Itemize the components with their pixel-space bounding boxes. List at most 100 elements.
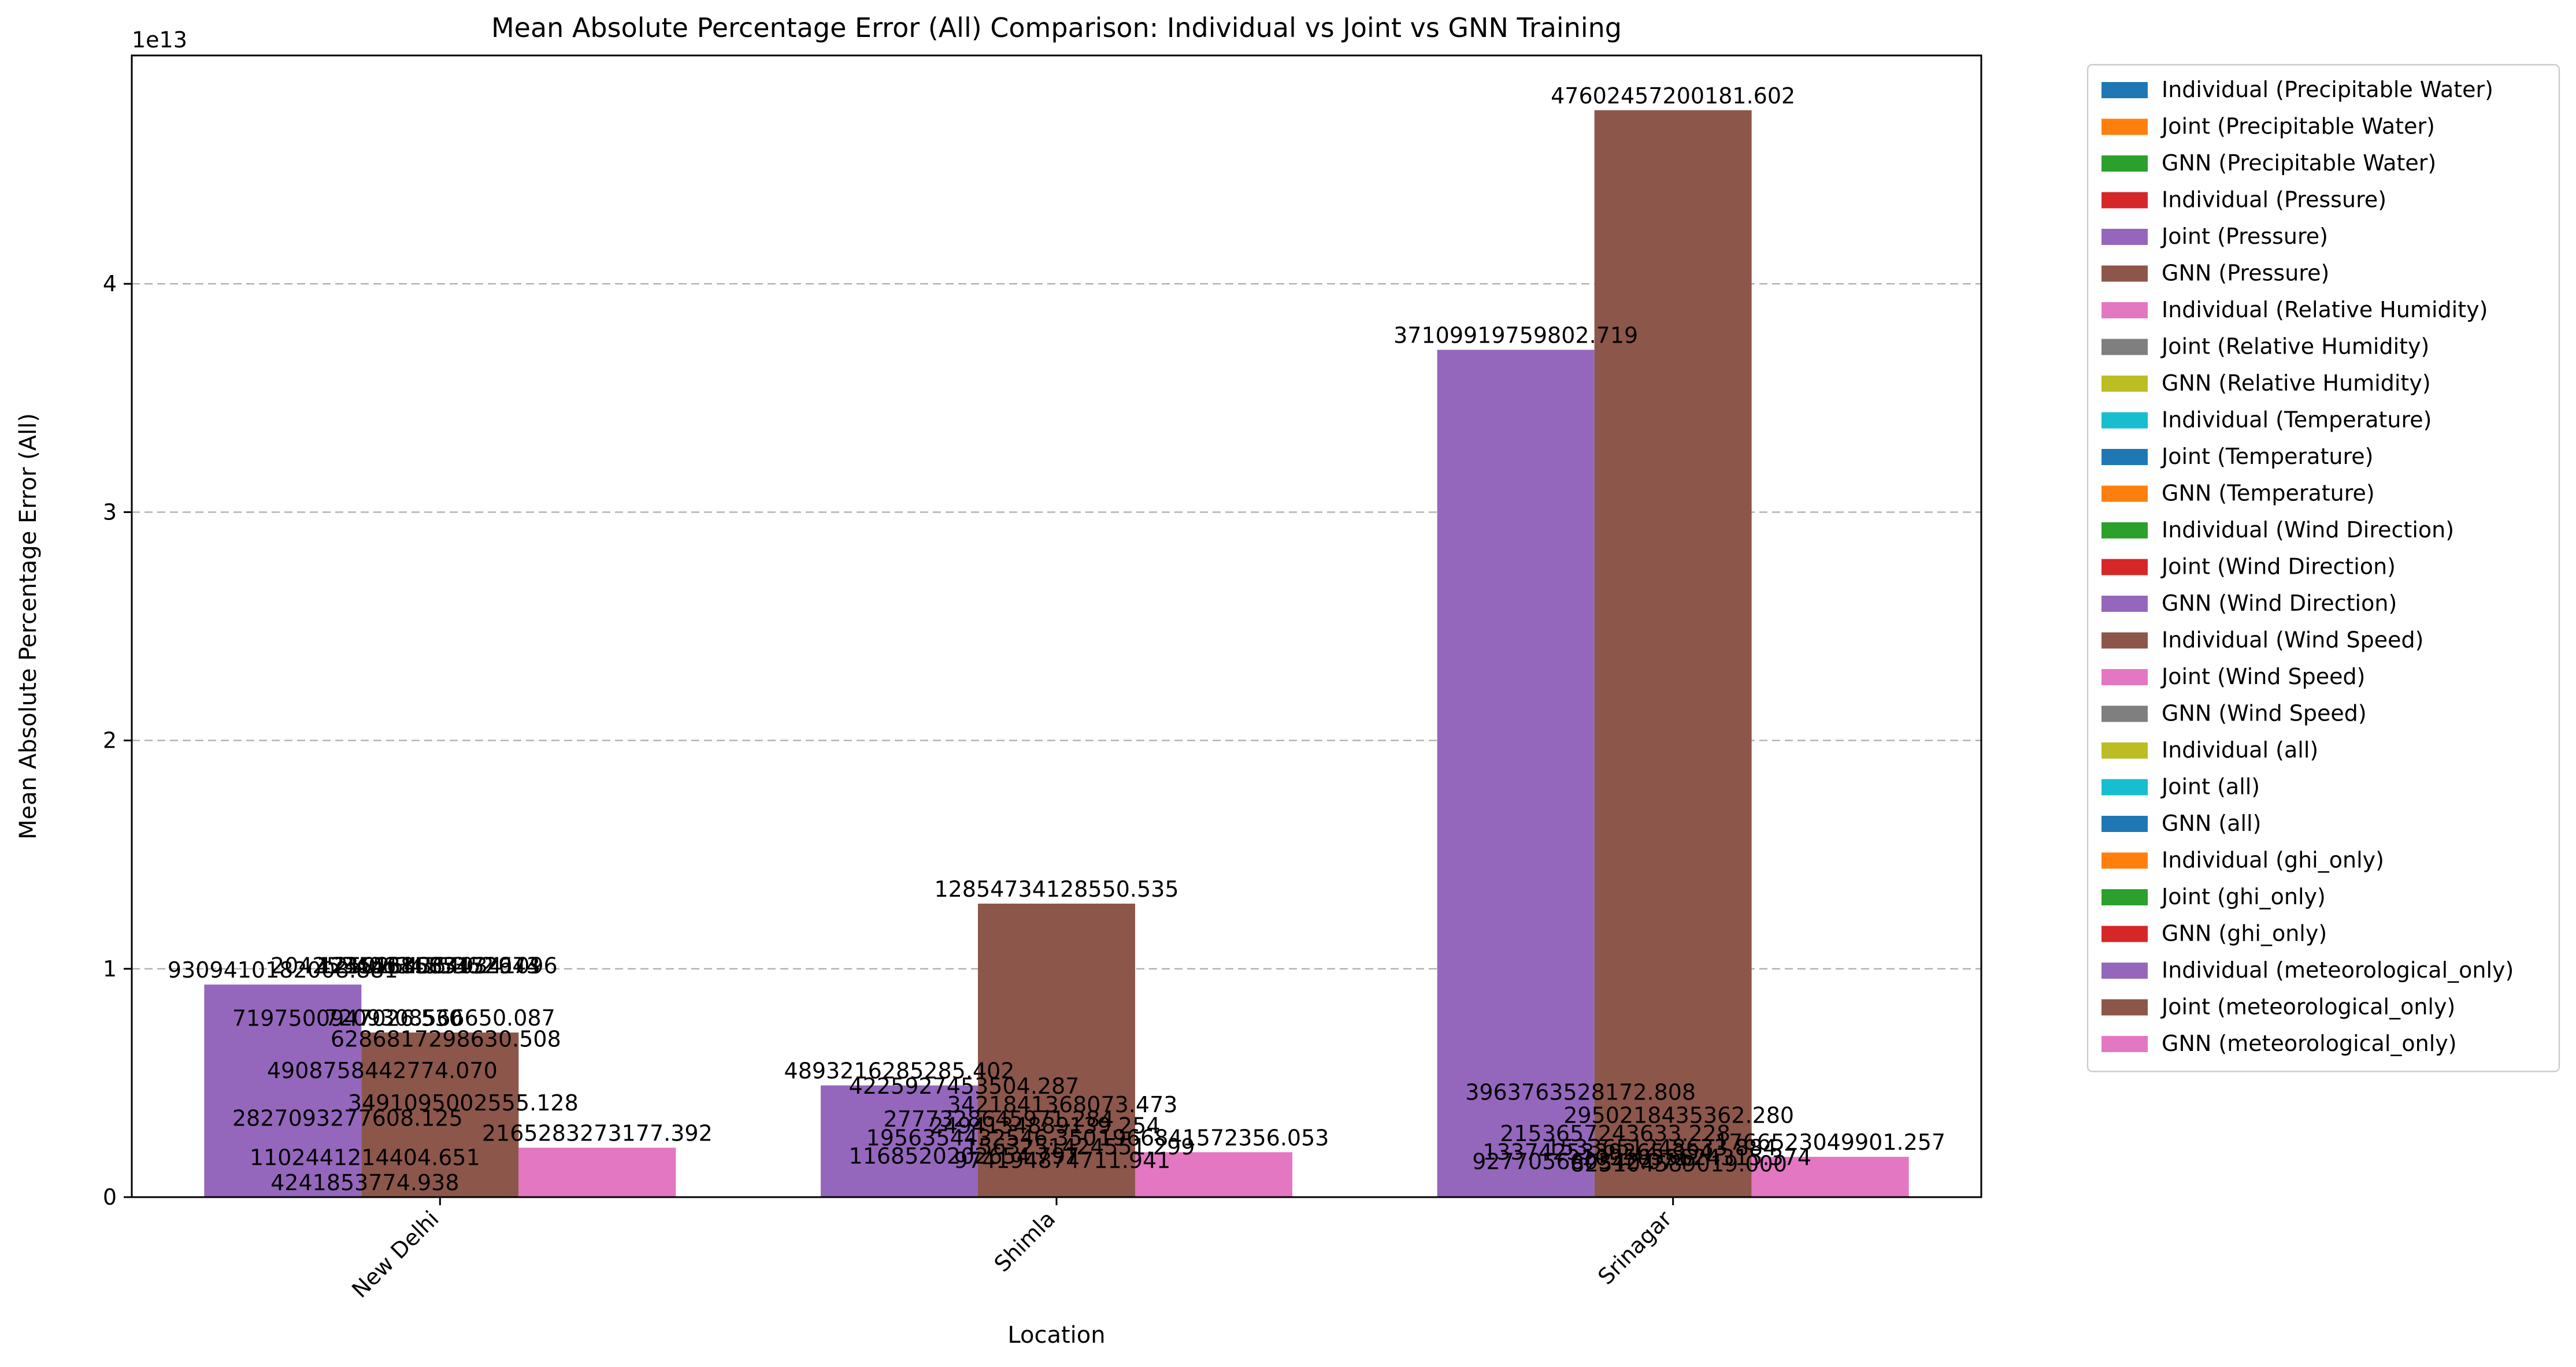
bar-value-label: 47602457200181.602 — [1551, 83, 1795, 109]
legend-label: Individual (Wind Direction) — [2162, 517, 2454, 543]
chart-title: Mean Absolute Percentage Error (All) Com… — [491, 12, 1622, 43]
legend-swatch — [2101, 118, 2148, 135]
y-tick-label: 1 — [103, 956, 117, 982]
y-tick-label: 2 — [103, 728, 117, 753]
legend: Individual (Precipitable Water) Joint (Pr… — [2086, 64, 2560, 1072]
legend-label: Individual (Pressure) — [2162, 187, 2386, 213]
y-tick-label: 4 — [103, 271, 117, 296]
bar-value-label: 2153657243633.228 — [1500, 1121, 1730, 1146]
legend-swatch — [2101, 669, 2148, 685]
bar-value-label: 1766523049901.257 — [1715, 1130, 1945, 1155]
y-tick-label: 0 — [103, 1184, 117, 1210]
legend-swatch — [2101, 926, 2148, 942]
x-tick-label: New Delhi — [347, 1206, 443, 1302]
legend-swatch — [2101, 705, 2148, 722]
bar-value-label: 825104589019.000 — [1570, 1151, 1787, 1176]
legend-label: Joint (Relative Humidity) — [2160, 334, 2429, 359]
y-ticks: 0 1 2 3 4 — [103, 271, 132, 1210]
y-tick-label: 3 — [103, 499, 117, 525]
bar — [204, 985, 362, 1197]
bar-value-label: 927705660342.074 — [1472, 1149, 1689, 1174]
legend-label: Joint (Wind Direction) — [2160, 554, 2396, 580]
legend-label: GNN (Precipitable Water) — [2162, 150, 2436, 176]
bar-value-label: 2494134889139.254 — [930, 1113, 1161, 1138]
legend-swatch — [2101, 963, 2148, 979]
legend-label: GNN (ghi_only) — [2162, 921, 2327, 946]
legend-label: Individual (Wind Speed) — [2162, 627, 2424, 653]
bar-value-label: 6286817298630.508 — [331, 1027, 561, 1052]
legend-swatch — [2101, 522, 2148, 538]
bar-value-label: 1563251424551.299 — [965, 1134, 1195, 1160]
x-ticks: New Delhi Shimla Srinagar — [347, 1197, 1677, 1303]
bar — [1751, 1157, 1909, 1197]
y-axis-exponent-label: 1e13 — [132, 27, 187, 53]
bar-value-label: 2827093277608.125 — [232, 1105, 463, 1131]
legend-label: Joint (Pressure) — [2160, 224, 2328, 249]
bar-value-label: 2042534063455362 — [270, 953, 494, 979]
legend-swatch — [2101, 1036, 2148, 1052]
x-tick-label: Shimla — [989, 1206, 1061, 1277]
legend-swatch — [2101, 412, 2148, 429]
bar-value-label: 1168520202654.797 — [849, 1143, 1080, 1169]
bar-value-label: 974194874711.941 — [954, 1147, 1171, 1173]
legend-swatch — [2101, 596, 2148, 612]
bar-value-label: 3421841368073.473 — [947, 1092, 1178, 1117]
bar-value-label: 1956354432546.350 — [866, 1125, 1097, 1151]
bar-value-label: 4908758442774.070 — [267, 1058, 498, 1083]
legend-label: Individual (all) — [2162, 737, 2318, 763]
legend-swatch — [2101, 742, 2148, 759]
legend-swatch — [2101, 449, 2148, 465]
legend-label: Individual (Relative Humidity) — [2162, 297, 2488, 322]
bar-value-label: 12854734128550.535 — [934, 876, 1178, 902]
legend-swatch — [2101, 229, 2148, 245]
bar-value-label: 1745538665172643 — [317, 953, 540, 979]
bar — [1594, 110, 1752, 1198]
legend-swatch — [2101, 265, 2148, 282]
legend-swatch — [2101, 485, 2148, 502]
legend-label: Joint (ghi_only) — [2160, 884, 2326, 909]
legend-label: GNN (Wind Speed) — [2162, 701, 2367, 726]
x-tick-label: Srinagar — [1593, 1206, 1677, 1290]
legend-swatch — [2101, 302, 2148, 318]
bar — [821, 1085, 978, 1197]
legend-label: GNN (Relative Humidity) — [2162, 370, 2431, 396]
bar-value-label: 2502543640341096 — [334, 953, 558, 979]
bar-value-label: 9309410182008.881 — [168, 957, 398, 983]
bar-value-label: 1102441214404.651 — [250, 1145, 480, 1170]
bar-labels: 9309410182008.881 7209308566650.087 216528… — [168, 83, 1945, 1195]
bar-value-label: 37109919759802.719 — [1393, 322, 1638, 348]
bar-value-label: 2165283273177.392 — [482, 1120, 713, 1146]
legend-swatch — [2101, 155, 2148, 172]
legend-swatch — [2101, 889, 2148, 905]
bar-value-label: 4241853774.938 — [270, 1170, 459, 1195]
bar-value-label: 4225927453504.287 — [849, 1073, 1080, 1099]
bar-value-label: 7197500947026.530 — [232, 1006, 463, 1031]
legend-label: Individual (Temperature) — [2162, 407, 2432, 433]
legend-label: Joint (all) — [2160, 774, 2260, 800]
legend-swatch — [2101, 82, 2148, 98]
bar — [518, 1147, 676, 1197]
legend-label: GNN (Wind Direction) — [2162, 590, 2397, 616]
legend-swatch — [2101, 559, 2148, 575]
bar-value-label: 4893216285285.402 — [784, 1058, 1015, 1084]
bar-value-label: 7209308566650.087 — [325, 1005, 555, 1031]
bar — [1437, 350, 1595, 1197]
legend-swatch — [2101, 632, 2148, 649]
bar-value-label: 1533651248633.884 — [1546, 1135, 1777, 1160]
bar-value-label: 4235461583452974 — [317, 953, 540, 979]
bar-value-label: 1337425339265.354 — [1482, 1139, 1713, 1165]
bar — [1135, 1152, 1292, 1197]
legend-label: Individual (meteorological_only) — [2162, 957, 2514, 983]
bar-value-label: 3491095002555.128 — [348, 1090, 579, 1116]
legend-swatch — [2101, 816, 2148, 832]
legend-label: Joint (Temperature) — [2160, 444, 2373, 469]
legend-label: Joint (Precipitable Water) — [2160, 114, 2435, 139]
legend-swatch — [2101, 779, 2148, 796]
legend-box — [2086, 64, 2560, 1072]
legend-label: GNN (Temperature) — [2162, 481, 2375, 506]
bar-value-label: 1095655624315.374 — [1581, 1145, 1811, 1171]
legend-label: Individual (Precipitable Water) — [2162, 77, 2493, 102]
legend-swatch — [2101, 852, 2148, 869]
legend-label: GNN (Pressure) — [2162, 261, 2329, 286]
